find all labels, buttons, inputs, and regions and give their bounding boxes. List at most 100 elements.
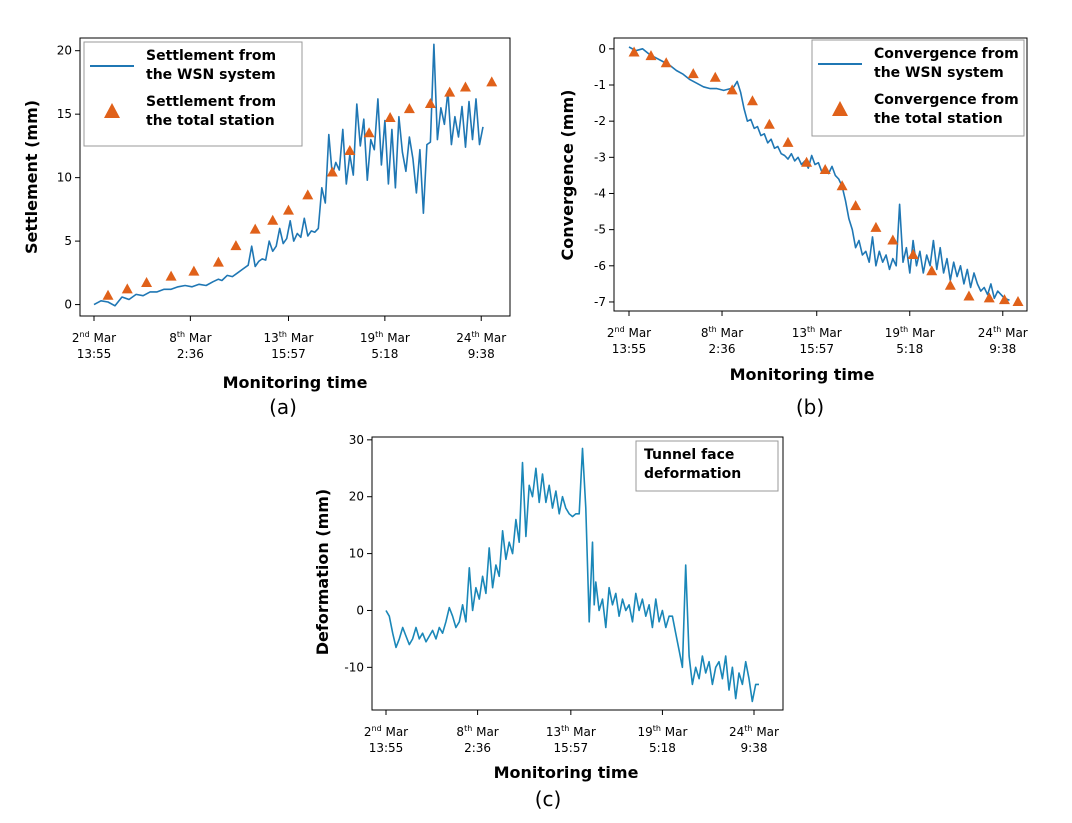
panel-b-ytick-label: -1 [594, 78, 606, 92]
panel-a-series-1-marker [403, 103, 415, 114]
panel-b-xtick-time: 15:57 [799, 342, 834, 356]
panel-a-series-1-marker [121, 283, 133, 294]
panel-b-legend: Convergence from the WSN system Convergenc… [811, 39, 1025, 137]
panel-a-xtick-time: 2:36 [177, 347, 204, 361]
panel-b-series-1-marker [887, 234, 899, 245]
panel-c-legend-label: Tunnel face [644, 447, 734, 463]
panel-b-ytick-label: 0 [598, 42, 606, 56]
panel-b-ytick-label: -2 [594, 114, 606, 128]
panel-c-xtick-time: 2:36 [464, 741, 491, 755]
panel-a-series-1-marker [102, 289, 114, 300]
panel-a-settlement: 0 5 10 15 20 2nd Mar 13:55 8th Mar 2:36 13th Mar… [22, 37, 511, 419]
panel-b-series-0-line [628, 46, 1010, 301]
panel-b-legend-box [811, 39, 1025, 137]
panel-b-series-1-marker [628, 46, 640, 57]
panel-b-x-axis-title: Monitoring time [730, 365, 875, 384]
panel-b-series-1-marker [836, 180, 848, 191]
panel-b-xtick-date: 24th Mar [978, 325, 1028, 340]
panel-a-series-0-line [93, 43, 484, 307]
panel-b-plot-frame [613, 37, 1028, 312]
panel-a-x-axis-title: Monitoring time [223, 373, 368, 392]
panel-a-ytick-label: 5 [64, 234, 72, 248]
panel-b-series-1-marker [926, 265, 938, 276]
panel-c-ytick-label: 20 [349, 490, 364, 504]
panel-c-ytick-label: 10 [349, 547, 364, 561]
panel-c-xtick-date: 19th Mar [637, 724, 687, 739]
panel-a-series-1-marker [165, 270, 177, 281]
panel-a-series-1-marker [141, 276, 153, 287]
panel-b-series-1-marker [907, 248, 919, 259]
panel-b-legend-triangle-swatch [832, 101, 848, 116]
panel-b-series-1-marker [782, 136, 794, 147]
panel-a-xtick-time: 15:57 [271, 347, 306, 361]
panel-b-y-axis-title: Convergence (mm) [558, 90, 577, 261]
panel-b-series-1-marker [819, 163, 831, 174]
panel-a-ytick-label: 10 [57, 171, 72, 185]
panel-a-ytick-label: 0 [64, 298, 72, 312]
panel-b-xtick-time: 2:36 [709, 342, 736, 356]
panel-b-ytick-label: -7 [594, 295, 606, 309]
panel-a-plot-frame [79, 37, 511, 317]
panel-c-legend-box [635, 440, 779, 492]
panel-b-xtick-date: 13th Mar [792, 325, 842, 340]
panel-c-xtick-date: 24th Mar [729, 724, 779, 739]
panel-a-xtick-date: 13th Mar [264, 330, 314, 345]
panel-c-plot-frame [371, 436, 784, 711]
panel-c-xtick-time: 9:38 [741, 741, 768, 755]
panel-b-legend-label: Convergence from [874, 92, 1019, 108]
panel-b-xtick-time: 13:55 [612, 342, 647, 356]
panel-c-series-0-line [385, 447, 759, 703]
panel-a-legend-label: Settlement from [146, 94, 276, 110]
panel-c-y-axis-title: Deformation (mm) [313, 489, 332, 656]
panel-c-legend: Tunnel face deformation [635, 440, 779, 492]
panel-a-label: (a) [269, 395, 297, 419]
panel-b-series-1-marker [726, 84, 738, 95]
panel-a-series-1-marker [326, 166, 338, 177]
panel-b-series-1-marker [850, 200, 862, 211]
panel-a-series-1-marker [302, 189, 314, 200]
panel-c-xtick-date: 13th Mar [546, 724, 596, 739]
panel-a-series-1-marker [384, 111, 396, 122]
panel-a-xtick-time: 9:38 [468, 347, 495, 361]
panel-a-xtick-date: 19th Mar [360, 330, 410, 345]
panel-a-series-1-marker [188, 265, 200, 276]
panel-a-series-1-marker [212, 256, 224, 267]
panel-a-y-axis-title: Settlement (mm) [22, 100, 41, 254]
panel-b-series-1-marker [801, 156, 813, 167]
panel-b-ytick-label: -4 [594, 186, 606, 200]
panel-a-legend: Settlement from the WSN system Settlement … [83, 41, 303, 147]
panel-c-xtick-date: 2nd Mar [364, 724, 408, 739]
panel-b-xtick-time: 9:38 [989, 342, 1016, 356]
panel-b-series-1-marker [983, 292, 995, 303]
panel-b-ytick-label: -6 [594, 259, 606, 273]
panel-a-xtick-time: 5:18 [371, 347, 398, 361]
panel-b-series-1-marker [709, 71, 721, 82]
panel-c-ytick-label: 30 [349, 433, 364, 447]
panel-a-ytick-label: 15 [57, 107, 72, 121]
panel-a-series-1-marker [424, 98, 436, 109]
panel-b-series-1-marker [944, 279, 956, 290]
panel-b-series-1-marker [660, 57, 672, 68]
panel-a-series-1-marker [459, 81, 471, 92]
panel-a-series-1-marker [486, 76, 498, 87]
panel-b-legend-label: Convergence from [874, 46, 1019, 62]
panel-a-legend-triangle-swatch [104, 103, 120, 118]
panel-c-xtick-time: 5:18 [649, 741, 676, 755]
panel-a-series-1-marker [282, 204, 294, 215]
panel-b-series-1-marker [746, 95, 758, 106]
panel-a-series-1-marker [444, 86, 456, 97]
panel-a-legend-label: Settlement from [146, 48, 276, 64]
panel-b-ytick-label: -5 [594, 223, 606, 237]
panel-b-xtick-date: 2nd Mar [607, 325, 651, 340]
panel-a-legend-label: the WSN system [146, 67, 276, 83]
panel-a-xtick-date: 24th Mar [456, 330, 506, 345]
panel-a-xtick-date: 2nd Mar [72, 330, 116, 345]
panel-c-xtick-time: 15:57 [554, 741, 589, 755]
panel-a-xtick-time: 13:55 [77, 347, 112, 361]
panel-a-series-1-marker [344, 144, 356, 155]
panel-a-legend-box [83, 41, 303, 147]
panel-b-series-1-marker [998, 294, 1010, 305]
panel-c-legend-label: deformation [644, 466, 741, 482]
panel-a-xtick-date: 8th Mar [169, 330, 211, 345]
